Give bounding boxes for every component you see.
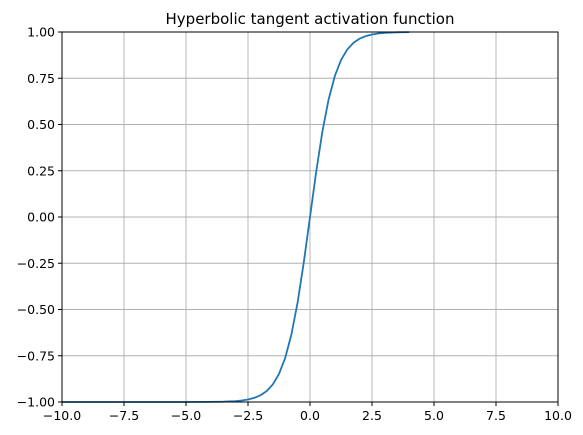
y-tick-label: 0.75 bbox=[27, 71, 55, 86]
series-layer bbox=[62, 31, 410, 403]
x-tick-label: 0.0 bbox=[300, 408, 320, 423]
x-tick-label: −10.0 bbox=[43, 408, 81, 423]
y-tick-label: 0.50 bbox=[27, 117, 55, 132]
y-tick-label: 0.00 bbox=[27, 210, 55, 225]
y-tick-label: −0.50 bbox=[17, 302, 55, 317]
x-tick-label: −2.5 bbox=[233, 408, 263, 423]
y-tick-label: −1.00 bbox=[17, 395, 55, 410]
x-tick-label: 5.0 bbox=[424, 408, 444, 423]
x-tick-label: −7.5 bbox=[109, 408, 139, 423]
x-tick-label: 7.5 bbox=[486, 408, 506, 423]
chart-title: Hyperbolic tangent activation function bbox=[166, 10, 455, 28]
x-tick-label: 10.0 bbox=[544, 408, 572, 423]
y-tick-label: −0.75 bbox=[17, 348, 55, 363]
y-tick-label: 0.25 bbox=[27, 163, 55, 178]
y-tick-label: −0.25 bbox=[17, 256, 55, 271]
x-axis-ticks: −10.0 −7.5 −5.0 −2.5 0.0 2.5 5.0 7.5 10.0 bbox=[43, 402, 572, 423]
x-tick-label: −5.0 bbox=[171, 408, 201, 423]
tanh-series-line bbox=[62, 31, 410, 403]
x-tick-label: 2.5 bbox=[362, 408, 382, 423]
y-tick-label: 1.00 bbox=[27, 25, 55, 40]
y-axis-ticks: −1.00 −0.75 −0.50 −0.25 0.00 0.25 0.50 0.75 1.00 bbox=[17, 25, 62, 410]
